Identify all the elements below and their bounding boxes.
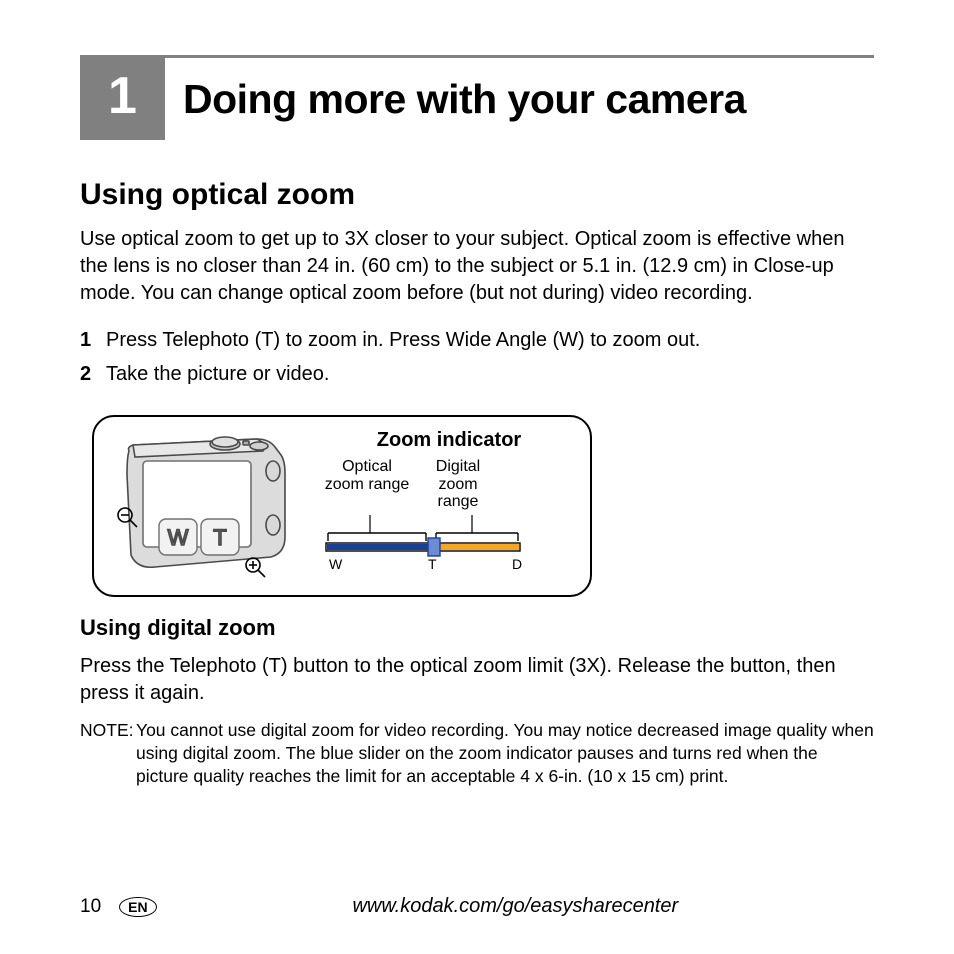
svg-text:T: T (213, 525, 226, 550)
step-number: 1 (80, 325, 106, 355)
chapter-header: 1 Doing more with your camera (80, 58, 874, 140)
step-number: 2 (80, 359, 106, 389)
digital-range-text: Digital zoom range (436, 458, 480, 510)
digital-range-label: Digital zoom range (418, 458, 498, 511)
step-item: 1 Press Telephoto (T) to zoom in. Press … (80, 325, 874, 355)
camera-icon: W T (107, 427, 302, 585)
axis-t: T (428, 556, 437, 572)
subsection-title: Using digital zoom (80, 615, 874, 641)
axis-w: W (329, 556, 343, 572)
optical-range-text: Optical zoom range (325, 458, 410, 493)
section-intro: Use optical zoom to get up to 3X closer … (80, 226, 874, 307)
zoom-indicator-panel: Zoom indicator Optical zoom range Digita… (304, 427, 576, 585)
chapter-title: Doing more with your camera (165, 58, 746, 140)
page-number: 10 (80, 896, 101, 918)
page-footer: 10 EN www.kodak.com/go/easysharecenter (80, 895, 874, 918)
axis-d: D (512, 556, 522, 572)
step-list: 1 Press Telephoto (T) to zoom in. Press … (80, 325, 874, 389)
camera-illustration: W T (104, 427, 304, 585)
subsection-body: Press the Telephoto (T) button to the op… (80, 653, 874, 707)
step-item: 2 Take the picture or video. (80, 359, 874, 389)
zoom-indicator-title: Zoom indicator (322, 429, 576, 452)
optical-range-label: Optical zoom range (322, 458, 412, 511)
step-text: Press Telephoto (T) to zoom in. Press Wi… (106, 325, 700, 355)
language-badge: EN (119, 897, 156, 917)
note-block: NOTE: You cannot use digital zoom for vi… (80, 719, 874, 787)
range-labels: Optical zoom range Digital zoom range (322, 458, 576, 511)
note-label: NOTE: (80, 719, 136, 787)
chapter-number: 1 (80, 58, 165, 140)
step-text: Take the picture or video. (106, 359, 329, 389)
zoom-bar: W T D (322, 515, 576, 580)
svg-text:W: W (167, 525, 188, 550)
note-body: You cannot use digital zoom for video re… (136, 719, 874, 787)
section-title: Using optical zoom (80, 178, 874, 212)
zoom-figure: W T Zoom (92, 415, 592, 597)
footer-url: www.kodak.com/go/easysharecenter (157, 895, 874, 918)
